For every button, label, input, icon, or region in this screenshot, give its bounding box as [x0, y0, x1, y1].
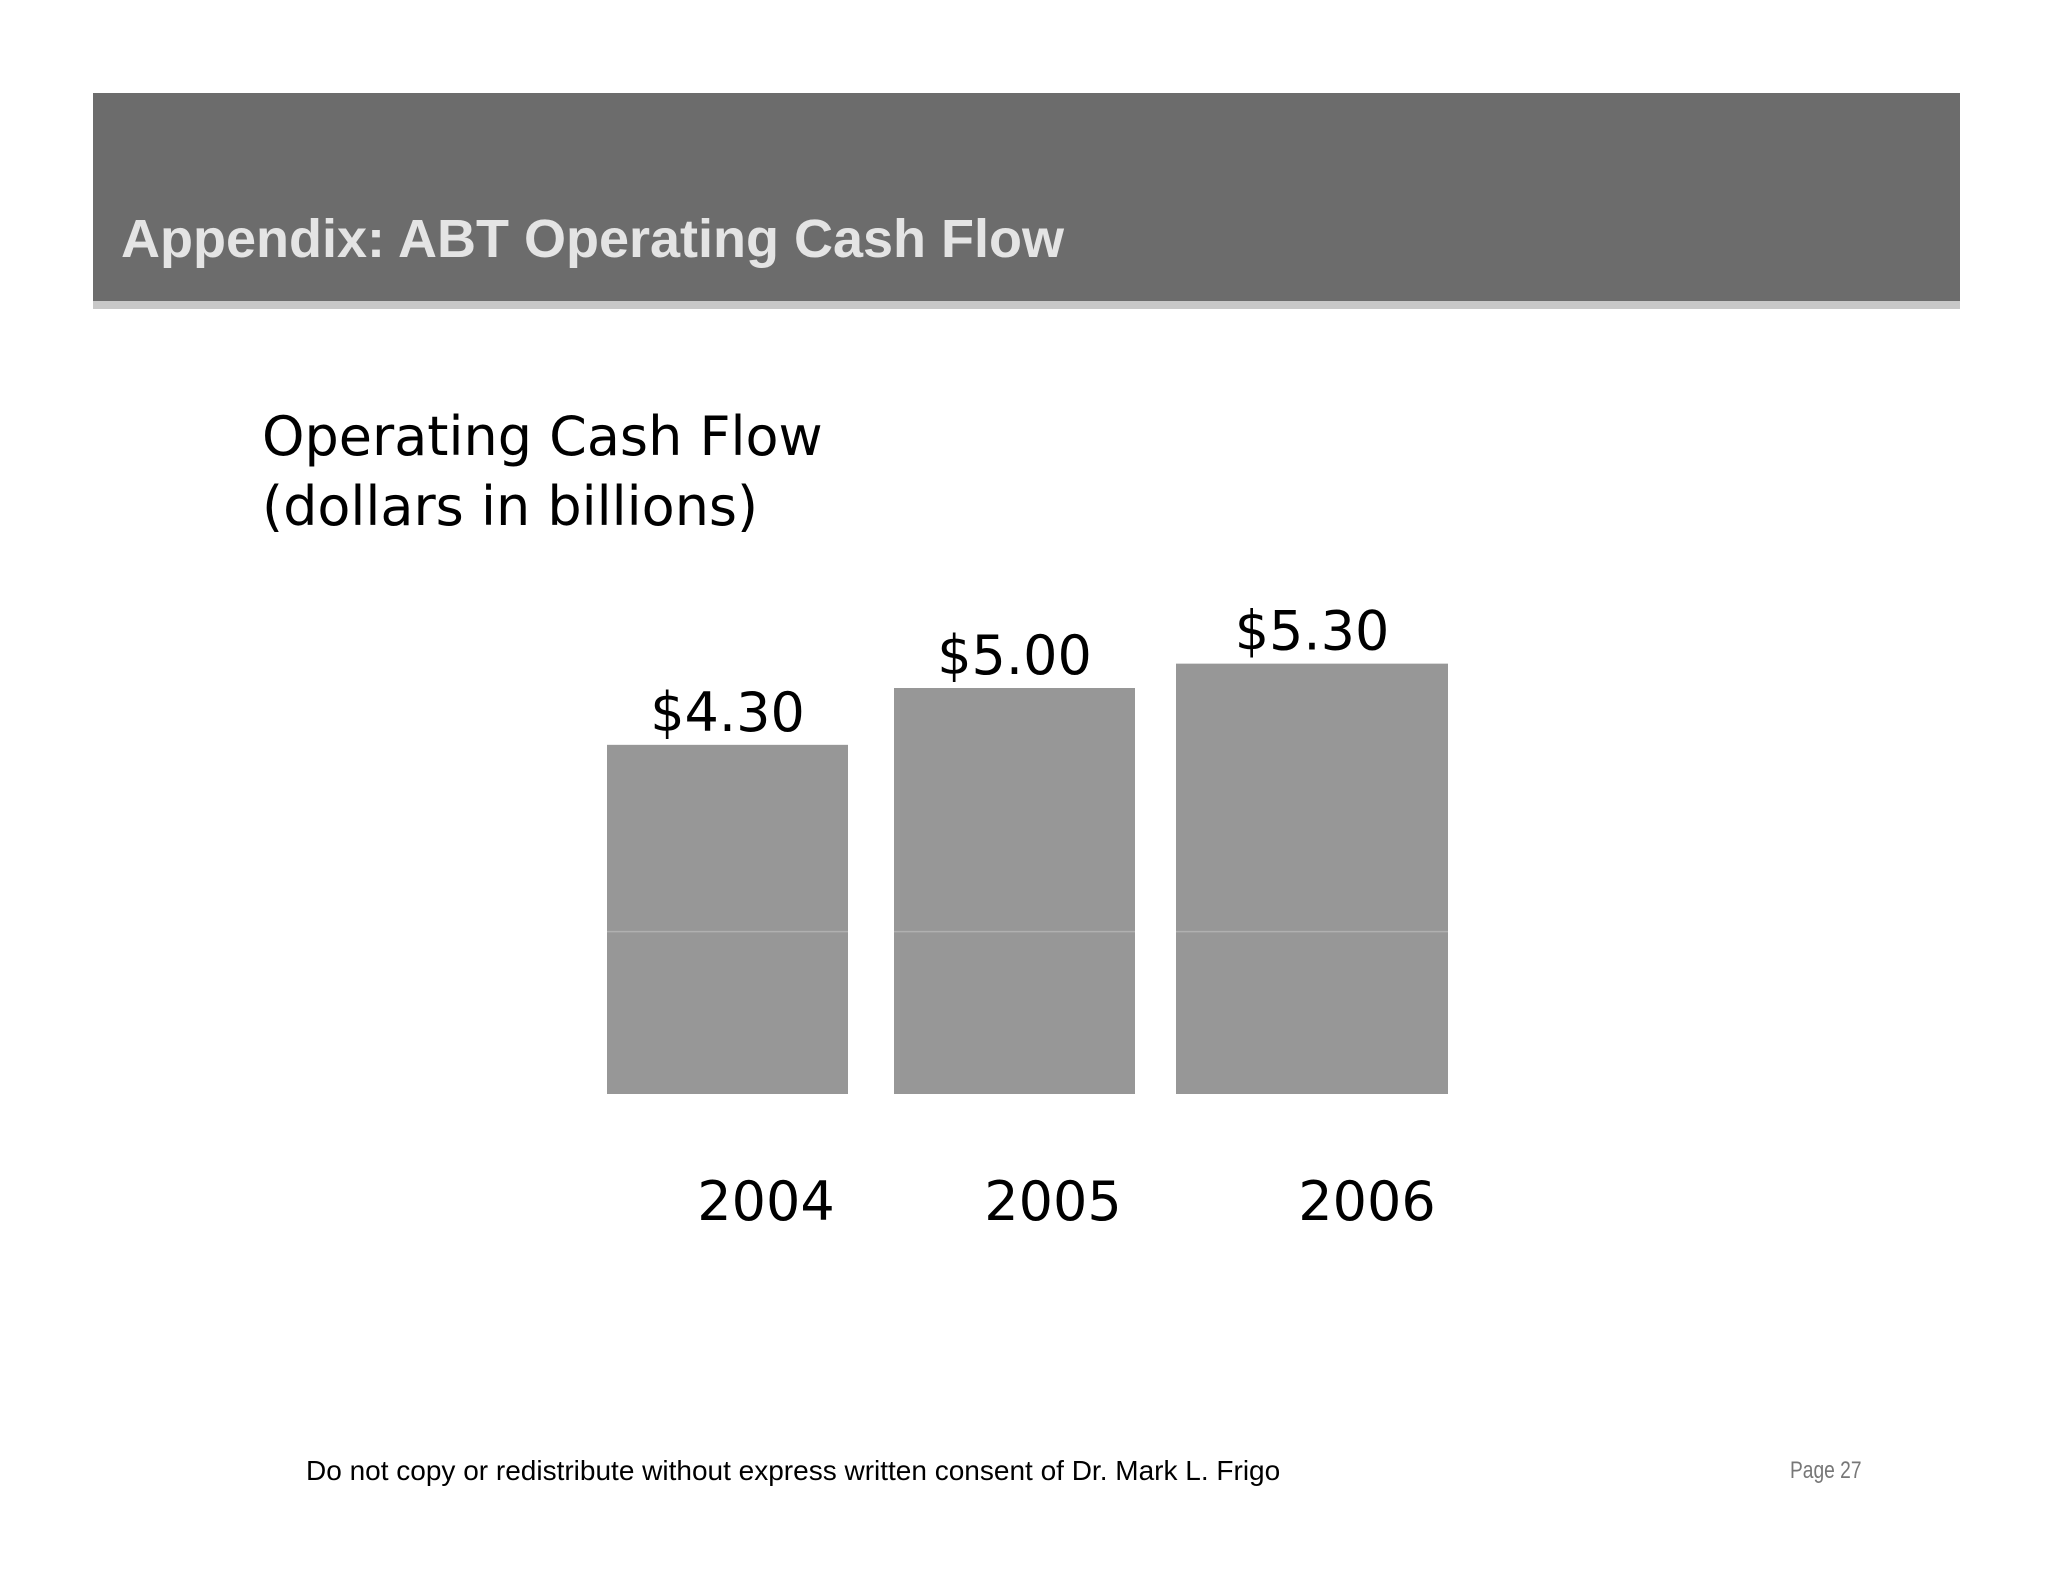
header-band: [93, 93, 1960, 301]
category-label-2005: 2005: [984, 1170, 1121, 1233]
page-number: Page 27: [1790, 1457, 1862, 1484]
chart-title-block: Operating Cash Flow (dollars in billions…: [262, 402, 823, 542]
bars-layer: [607, 663, 1448, 1094]
chart-subtitle: (dollars in billions): [262, 475, 759, 538]
bar-2006: [1176, 663, 1448, 1094]
bar-2004: [607, 744, 848, 1094]
footer-note: Do not copy or redistribute without expr…: [306, 1455, 1281, 1486]
chart-title: Operating Cash Flow: [262, 405, 823, 468]
value-label-2006: $5.30: [1235, 600, 1390, 663]
value-label-2004: $4.30: [650, 681, 805, 744]
category-label-2006: 2006: [1298, 1170, 1435, 1233]
slide-title: Appendix: ABT Operating Cash Flow: [121, 209, 1065, 269]
header-rule: [93, 301, 1960, 309]
bar-2005: [894, 688, 1135, 1094]
value-label-2005: $5.00: [937, 624, 1092, 687]
category-label-2004: 2004: [697, 1170, 834, 1233]
labels-layer: $4.30 2004 $5.00 2005 $5.30 2006: [650, 600, 1436, 1233]
